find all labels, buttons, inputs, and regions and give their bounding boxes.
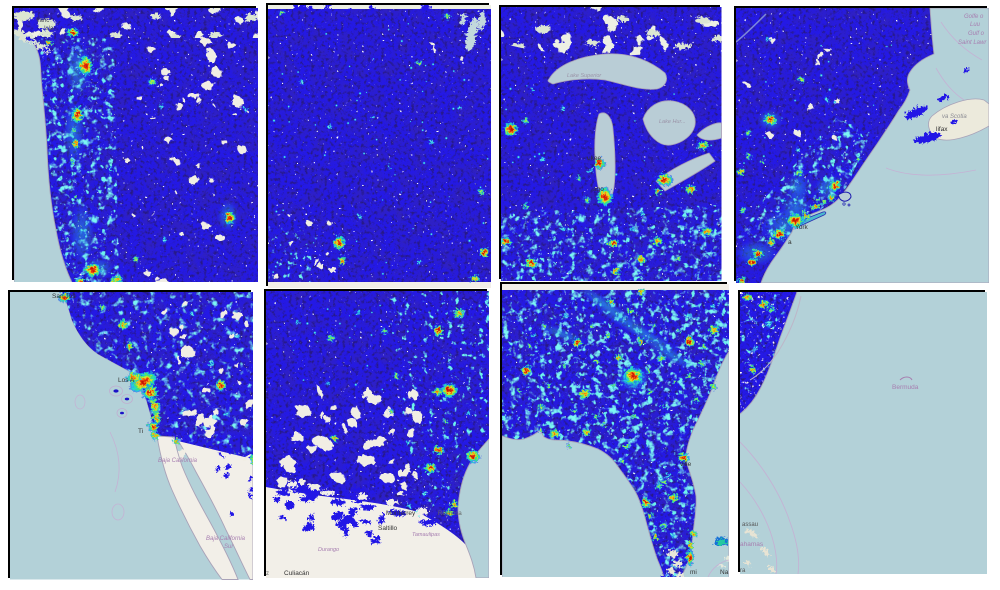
svg-text:Gulf o: Gulf o	[968, 31, 985, 37]
svg-text:Monterrey: Monterrey	[386, 510, 416, 517]
svg-text:Sur: Sur	[224, 544, 234, 550]
svg-text:Lake Superior: Lake Superior	[567, 73, 602, 79]
svg-text:assau: assau	[742, 522, 758, 528]
svg-text:Bermuda: Bermuda	[892, 384, 919, 391]
svg-text:Durango: Durango	[318, 547, 339, 553]
svg-text:Baja California: Baja California	[206, 536, 246, 542]
svg-text:Culiacán: Culiacán	[284, 570, 310, 577]
svg-text:Los A: Los A	[118, 377, 135, 384]
svg-text:a: a	[788, 239, 792, 246]
svg-text:Baja California: Baja California	[158, 458, 198, 464]
svg-text:ahamas: ahamas	[740, 541, 764, 548]
svg-text:va Scotia: va Scotia	[942, 114, 967, 120]
svg-text:ville: ville	[680, 461, 692, 468]
svg-text:Reynosa: Reynosa	[438, 511, 462, 517]
svg-text:Vanc: Vanc	[36, 18, 49, 24]
svg-text:Luu: Luu	[970, 22, 981, 28]
svg-text:San Jos: San Jos	[52, 293, 76, 300]
svg-text:ago: ago	[593, 186, 604, 193]
svg-text:lifax: lifax	[936, 126, 948, 133]
svg-text:ra: ra	[740, 568, 746, 574]
svg-text:Saltillo: Saltillo	[378, 525, 398, 532]
svg-text:Golfe o: Golfe o	[964, 14, 984, 20]
svg-text:z: z	[266, 571, 269, 577]
svg-text:Na: Na	[720, 569, 729, 576]
svg-text:Ti: Ti	[138, 428, 143, 435]
svg-text:Isla: Isla	[44, 26, 54, 32]
svg-text:York: York	[795, 224, 809, 231]
svg-text:ukee: ukee	[587, 155, 601, 162]
svg-text:Lake Hur...: Lake Hur...	[659, 119, 686, 125]
svg-text:mi: mi	[690, 569, 697, 576]
svg-text:Tamaulipas: Tamaulipas	[412, 532, 440, 538]
svg-text:Saint Lawr: Saint Lawr	[958, 40, 987, 46]
